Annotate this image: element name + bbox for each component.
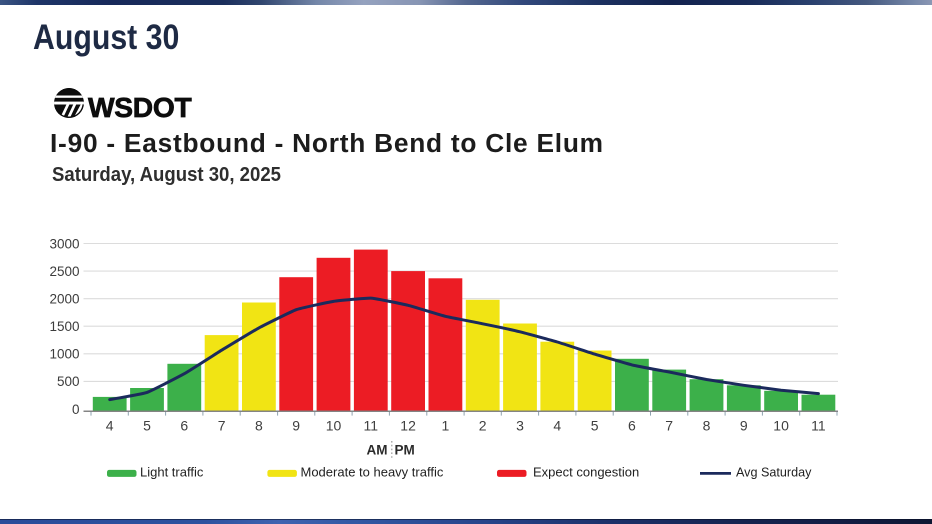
svg-text:9: 9 [292, 418, 300, 434]
svg-text:4: 4 [553, 418, 561, 434]
svg-text:10: 10 [326, 418, 342, 434]
svg-text:5: 5 [143, 418, 151, 434]
svg-text:7: 7 [218, 418, 226, 434]
svg-text:500: 500 [57, 374, 80, 389]
svg-text:3: 3 [516, 418, 524, 434]
svg-text:6: 6 [628, 418, 636, 434]
svg-text:6: 6 [180, 418, 188, 434]
svg-text:Expect congestion: Expect congestion [533, 465, 639, 480]
svg-text:8: 8 [703, 418, 711, 434]
svg-text:8: 8 [255, 418, 263, 434]
svg-text:Avg Saturday: Avg Saturday [736, 466, 812, 480]
svg-text:Light traffic: Light traffic [140, 465, 204, 480]
svg-text:10: 10 [773, 418, 789, 434]
svg-text:1500: 1500 [49, 319, 79, 334]
svg-text:11: 11 [811, 418, 826, 434]
svg-text:1: 1 [442, 418, 450, 434]
svg-text:0: 0 [72, 402, 80, 417]
svg-text:4: 4 [106, 418, 114, 434]
svg-text:3000: 3000 [49, 236, 79, 251]
svg-text:1000: 1000 [49, 347, 79, 362]
svg-text:AM: AM [367, 443, 388, 458]
svg-text:PM: PM [395, 443, 415, 458]
svg-text:2000: 2000 [49, 292, 79, 307]
svg-text:12: 12 [400, 418, 416, 434]
svg-text:11: 11 [364, 418, 379, 434]
svg-text:2500: 2500 [49, 264, 79, 279]
svg-text:5: 5 [591, 418, 599, 434]
svg-text:Moderate to heavy traffic: Moderate to heavy traffic [301, 465, 444, 480]
svg-text:2: 2 [479, 418, 487, 434]
svg-text:9: 9 [740, 418, 748, 434]
svg-text:7: 7 [665, 418, 673, 434]
